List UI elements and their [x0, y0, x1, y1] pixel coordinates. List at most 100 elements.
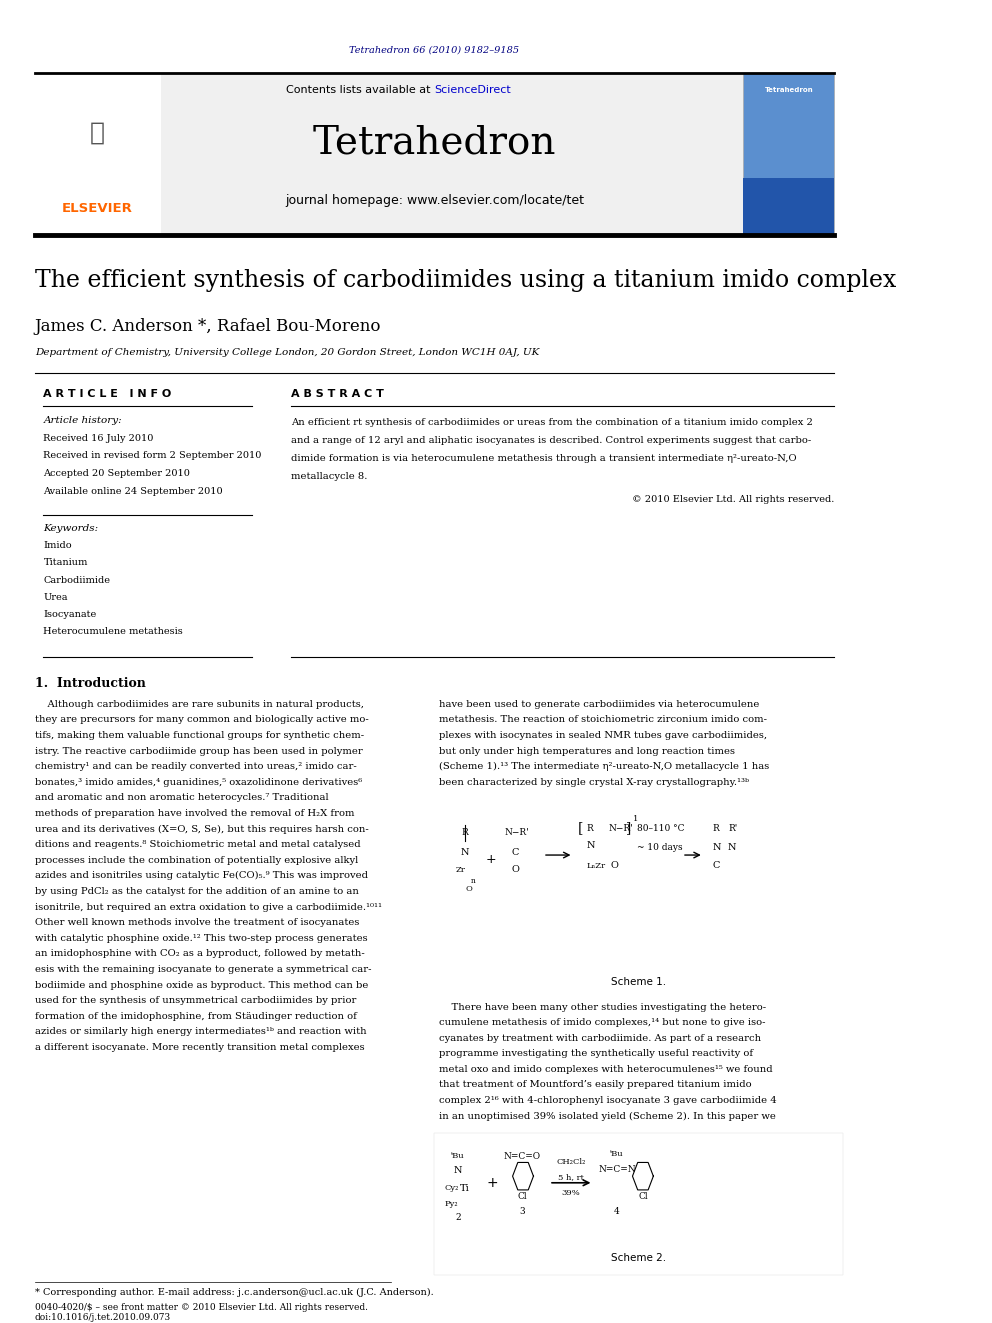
Text: processes include the combination of potentially explosive alkyl: processes include the combination of pot… — [35, 856, 358, 865]
Text: N=C=O: N=C=O — [504, 1152, 541, 1160]
Text: +: + — [485, 852, 496, 865]
Text: N: N — [728, 843, 736, 852]
Text: Department of Chemistry, University College London, 20 Gordon Street, London WC1: Department of Chemistry, University Coll… — [35, 348, 539, 357]
Text: Py₂: Py₂ — [445, 1200, 458, 1208]
Text: programme investigating the synthetically useful reactivity of: programme investigating the syntheticall… — [438, 1049, 753, 1058]
Text: 1.  Introduction: 1. Introduction — [35, 677, 146, 689]
Text: © 2010 Elsevier Ltd. All rights reserved.: © 2010 Elsevier Ltd. All rights reserved… — [632, 495, 834, 504]
Text: LₙZr: LₙZr — [586, 861, 605, 869]
Text: ScienceDirect: ScienceDirect — [434, 85, 511, 95]
Text: esis with the remaining isocyanate to generate a symmetrical car-: esis with the remaining isocyanate to ge… — [35, 964, 371, 974]
Text: Contents lists available at: Contents lists available at — [287, 85, 434, 95]
Text: N: N — [712, 843, 721, 852]
FancyBboxPatch shape — [434, 1132, 843, 1275]
Text: urea and its derivatives (X=O, S, Se), but this requires harsh con-: urea and its derivatives (X=O, S, Se), b… — [35, 824, 368, 833]
Text: O: O — [611, 861, 619, 871]
Text: and a range of 12 aryl and aliphatic isocyanates is described. Control experimen: and a range of 12 aryl and aliphatic iso… — [291, 437, 811, 446]
Text: Received in revised form 2 September 2010: Received in revised form 2 September 201… — [44, 451, 262, 460]
Text: that treatment of Mountford’s easily prepared titanium imido: that treatment of Mountford’s easily pre… — [438, 1081, 751, 1090]
Text: Scheme 2.: Scheme 2. — [611, 1253, 667, 1263]
Text: R: R — [712, 824, 719, 833]
Text: ]: ] — [626, 822, 631, 836]
Text: ditions and reagents.⁸ Stoichiometric metal and metal catalysed: ditions and reagents.⁸ Stoichiometric me… — [35, 840, 360, 849]
Text: cumulene metathesis of imido complexes,¹⁴ but none to give iso-: cumulene metathesis of imido complexes,¹… — [438, 1019, 765, 1027]
Text: have been used to generate carbodiimides via heterocumulene: have been used to generate carbodiimides… — [438, 700, 759, 709]
Text: N: N — [460, 848, 469, 857]
Text: O: O — [511, 865, 519, 875]
Text: Cl: Cl — [638, 1192, 648, 1200]
Text: Received 16 July 2010: Received 16 July 2010 — [44, 434, 154, 443]
FancyBboxPatch shape — [743, 179, 834, 235]
Text: dimide formation is via heterocumulene metathesis through a transient intermedia: dimide formation is via heterocumulene m… — [291, 454, 797, 463]
Text: bodiimide and phosphine oxide as byproduct. This method can be: bodiimide and phosphine oxide as byprodu… — [35, 980, 368, 990]
Text: A B S T R A C T: A B S T R A C T — [291, 389, 384, 398]
Text: James C. Anderson *, Rafael Bou-Moreno: James C. Anderson *, Rafael Bou-Moreno — [35, 318, 381, 335]
Text: Titanium: Titanium — [44, 558, 88, 568]
Text: C: C — [512, 848, 519, 857]
Text: Ti: Ti — [460, 1184, 469, 1192]
Text: formation of the imidophosphine, from Stäudinger reduction of: formation of the imidophosphine, from St… — [35, 1012, 357, 1021]
Text: azides or similarly high energy intermediates¹ᵇ and reaction with: azides or similarly high energy intermed… — [35, 1028, 366, 1036]
Text: Heterocumulene metathesis: Heterocumulene metathesis — [44, 627, 184, 636]
Text: azides and isonitriles using catalytic Fe(CO)₅.⁹ This was improved: azides and isonitriles using catalytic F… — [35, 872, 368, 881]
Text: ᵗBu: ᵗBu — [610, 1150, 624, 1158]
Text: 5 h, rt: 5 h, rt — [558, 1174, 584, 1181]
Text: R: R — [586, 824, 593, 833]
FancyBboxPatch shape — [743, 73, 834, 235]
Text: metal oxo and imido complexes with heterocumulenes¹⁵ we found: metal oxo and imido complexes with heter… — [438, 1065, 773, 1074]
Text: complex 2¹⁶ with 4-chlorophenyl isocyanate 3 gave carbodiimide 4: complex 2¹⁶ with 4-chlorophenyl isocyana… — [438, 1095, 777, 1105]
Text: Article history:: Article history: — [44, 415, 122, 425]
Text: Available online 24 September 2010: Available online 24 September 2010 — [44, 487, 223, 496]
Text: There have been many other studies investigating the hetero-: There have been many other studies inves… — [438, 1003, 766, 1012]
Text: N: N — [586, 841, 595, 851]
Text: * Corresponding author. E-mail address: j.c.anderson@ucl.ac.uk (J.C. Anderson).: * Corresponding author. E-mail address: … — [35, 1287, 434, 1297]
Text: used for the synthesis of unsymmetrical carbodiimides by prior: used for the synthesis of unsymmetrical … — [35, 996, 356, 1005]
Text: in an unoptimised 39% isolated yield (Scheme 2). In this paper we: in an unoptimised 39% isolated yield (Sc… — [438, 1111, 776, 1121]
Text: Keywords:: Keywords: — [44, 524, 98, 533]
Text: 39%: 39% — [561, 1189, 580, 1197]
Text: a different isocyanate. More recently transition metal complexes: a different isocyanate. More recently tr… — [35, 1043, 364, 1052]
Text: O: O — [465, 885, 472, 893]
Text: they are precursors for many common and biologically active mo-: they are precursors for many common and … — [35, 716, 368, 725]
Text: n: n — [471, 877, 476, 885]
Text: 0040-4020/$ – see front matter © 2010 Elsevier Ltd. All rights reserved.: 0040-4020/$ – see front matter © 2010 El… — [35, 1303, 368, 1311]
Text: with catalytic phosphine oxide.¹² This two-step process generates: with catalytic phosphine oxide.¹² This t… — [35, 934, 367, 943]
Text: plexes with isocynates in sealed NMR tubes gave carbodiimides,: plexes with isocynates in sealed NMR tub… — [438, 732, 767, 740]
Text: chemistry¹ and can be readily converted into ureas,² imido car-: chemistry¹ and can be readily converted … — [35, 762, 356, 771]
Text: Isocyanate: Isocyanate — [44, 610, 96, 619]
Text: N−R': N−R' — [608, 824, 633, 833]
Text: Although carbodiimides are rare subunits in natural products,: Although carbodiimides are rare subunits… — [35, 700, 364, 709]
Text: R': R' — [728, 824, 737, 833]
Text: N: N — [453, 1167, 462, 1175]
Text: An efficient rt synthesis of carbodiimides or ureas from the combination of a ti: An efficient rt synthesis of carbodiimid… — [291, 418, 812, 427]
Text: ~ 10 days: ~ 10 days — [638, 843, 683, 852]
Text: journal homepage: www.elsevier.com/locate/tet: journal homepage: www.elsevier.com/locat… — [285, 194, 584, 208]
Text: ELSEVIER: ELSEVIER — [62, 202, 133, 216]
Text: 80–110 °C: 80–110 °C — [637, 824, 684, 833]
Text: C: C — [712, 861, 720, 871]
Text: Accepted 20 September 2010: Accepted 20 September 2010 — [44, 470, 190, 479]
FancyBboxPatch shape — [434, 792, 843, 1004]
Text: and aromatic and non aromatic heterocycles.⁷ Traditional: and aromatic and non aromatic heterocycl… — [35, 794, 328, 803]
Text: [: [ — [577, 822, 583, 836]
Text: The efficient synthesis of carbodiimides using a titanium imido complex: The efficient synthesis of carbodiimides… — [35, 269, 896, 291]
Text: Imido: Imido — [44, 541, 72, 550]
Text: Scheme 1.: Scheme 1. — [611, 976, 667, 987]
Text: metathesis. The reaction of stoichiometric zirconium imido com-: metathesis. The reaction of stoichiometr… — [438, 716, 767, 725]
Text: been characterized by single crystal X-ray crystallography.¹³ᵇ: been characterized by single crystal X-r… — [438, 778, 749, 787]
Text: R: R — [461, 828, 468, 837]
Text: Zr: Zr — [455, 865, 465, 873]
Text: Cy₂: Cy₂ — [444, 1184, 459, 1192]
Text: 1: 1 — [633, 815, 638, 823]
Text: an imidophosphine with CO₂ as a byproduct, followed by metath-: an imidophosphine with CO₂ as a byproduc… — [35, 950, 364, 958]
Text: Tetrahedron: Tetrahedron — [312, 124, 557, 161]
Text: Other well known methods involve the treatment of isocyanates: Other well known methods involve the tre… — [35, 918, 359, 927]
Text: tifs, making them valuable functional groups for synthetic chem-: tifs, making them valuable functional gr… — [35, 732, 364, 740]
Text: methods of preparation have involved the removal of H₂X from: methods of preparation have involved the… — [35, 810, 354, 818]
Text: 2: 2 — [455, 1213, 460, 1221]
Text: doi:10.1016/j.tet.2010.09.073: doi:10.1016/j.tet.2010.09.073 — [35, 1314, 171, 1322]
Text: cyanates by treatment with carbodiimide. As part of a research: cyanates by treatment with carbodiimide.… — [438, 1033, 761, 1043]
Text: +: + — [487, 1176, 498, 1189]
Text: Carbodiimide: Carbodiimide — [44, 576, 110, 585]
Text: Tetrahedron 66 (2010) 9182–9185: Tetrahedron 66 (2010) 9182–9185 — [349, 46, 520, 54]
